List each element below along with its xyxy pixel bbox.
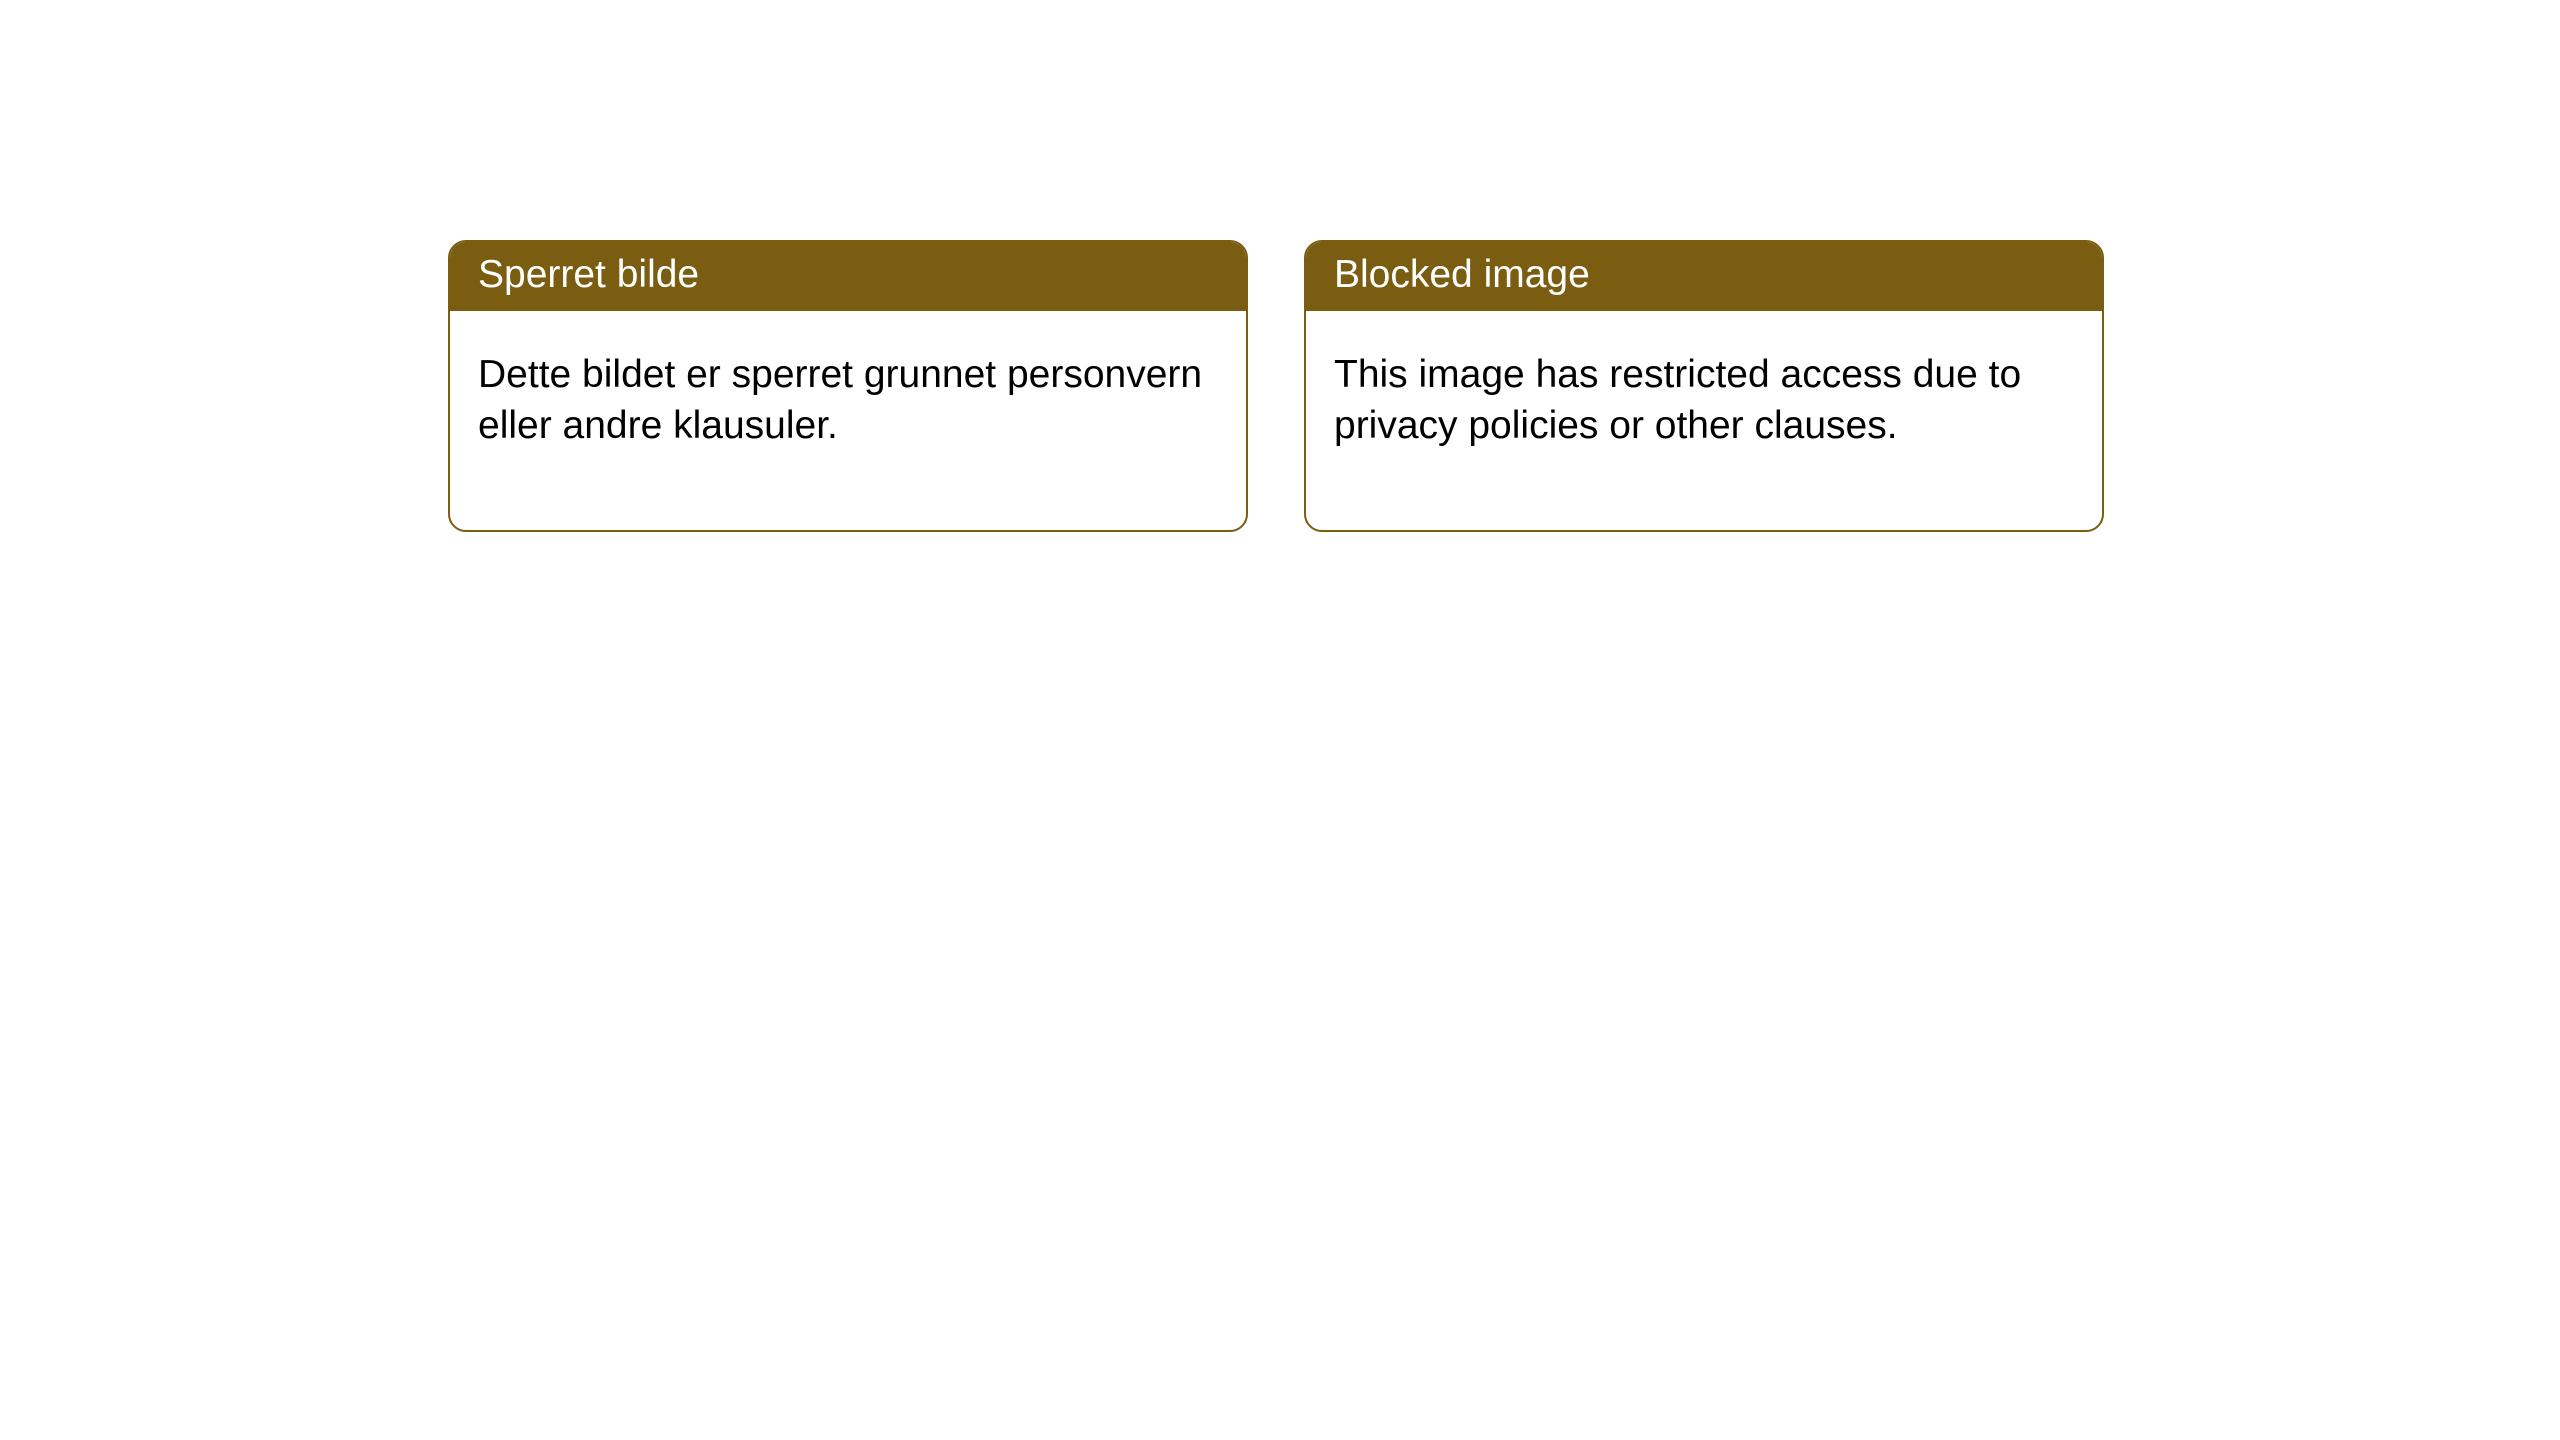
notice-container: Sperret bilde Dette bildet er sperret gr… xyxy=(0,0,2560,532)
notice-card-title: Sperret bilde xyxy=(450,242,1246,311)
notice-card-body: This image has restricted access due to … xyxy=(1306,311,2102,530)
notice-card-title: Blocked image xyxy=(1306,242,2102,311)
notice-card-english: Blocked image This image has restricted … xyxy=(1304,240,2104,532)
notice-card-body: Dette bildet er sperret grunnet personve… xyxy=(450,311,1246,530)
notice-card-norwegian: Sperret bilde Dette bildet er sperret gr… xyxy=(448,240,1248,532)
